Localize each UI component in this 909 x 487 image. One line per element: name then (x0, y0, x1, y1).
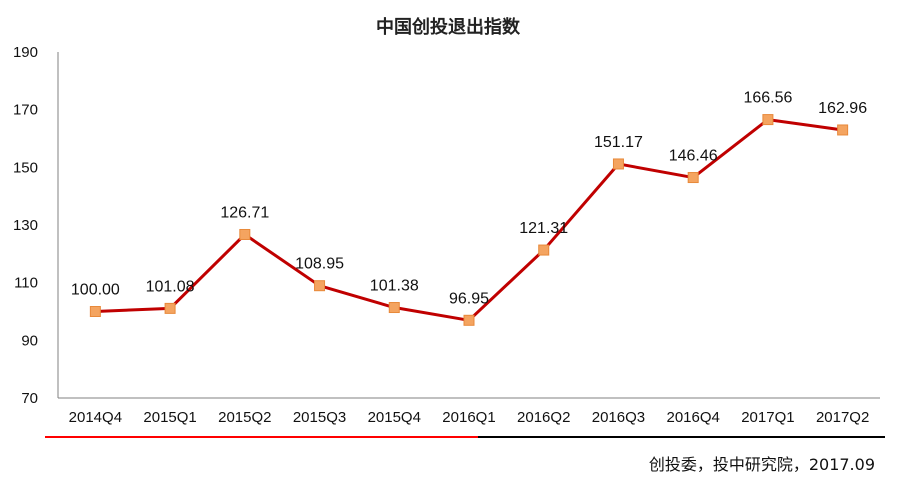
data-point-marker (762, 114, 774, 126)
data-point-marker (89, 306, 101, 317)
x-tick-label: 2017Q2 (816, 409, 869, 426)
data-point-marker (164, 302, 176, 314)
data-labels: 100.00 101.08 126.71 108.95 101.38 96.95 121.3… (71, 90, 867, 308)
data-label: 146.46 (669, 148, 718, 165)
x-tick-label: 2016Q2 (517, 409, 570, 426)
data-label: 101.08 (146, 278, 195, 295)
y-tick-label: 70 (21, 390, 38, 407)
x-tick-label: 2017Q1 (741, 409, 794, 426)
source-note: 创投委，投中研究院，2017.09 (648, 455, 875, 474)
data-label: 108.95 (295, 256, 344, 273)
x-tick-label: 2016Q3 (592, 409, 645, 426)
y-tick-labels: 190 170 150 130 110 90 70 (13, 44, 38, 407)
data-point-marker (612, 158, 624, 170)
x-tick-label: 2014Q4 (69, 409, 122, 426)
data-point-marker (837, 124, 849, 136)
x-tick-label: 2015Q4 (368, 409, 421, 426)
axes (57, 52, 880, 399)
data-point-marker (239, 228, 251, 240)
x-tick-label: 2016Q4 (666, 409, 719, 426)
data-point-marker (463, 314, 475, 326)
data-point-marker (314, 280, 326, 292)
x-tick-label: 2016Q1 (442, 409, 495, 426)
y-tick-label: 170 (13, 102, 38, 119)
y-tick-label: 190 (13, 44, 38, 61)
data-label: 151.17 (594, 134, 643, 151)
data-label: 126.71 (220, 204, 269, 221)
data-point-marker (687, 172, 699, 184)
data-label: 96.95 (449, 290, 489, 307)
y-tick-label: 130 (13, 217, 38, 234)
data-point-marker (388, 302, 400, 314)
series-markers (89, 114, 849, 326)
y-tick-label: 110 (14, 275, 38, 292)
data-label: 121.31 (519, 220, 568, 237)
data-label: 162.96 (818, 100, 867, 117)
x-tick-label: 2015Q1 (143, 409, 196, 426)
x-tick-labels: 2014Q4 2015Q1 2015Q2 2015Q3 2015Q4 2016Q1 2016… (69, 409, 870, 426)
x-tick-label: 2015Q2 (218, 409, 271, 426)
data-label: 100.00 (71, 282, 120, 299)
y-tick-label: 150 (13, 159, 38, 176)
data-point-marker (538, 244, 550, 256)
data-label: 101.38 (370, 278, 419, 295)
y-tick-label: 90 (21, 332, 38, 349)
data-label: 166.56 (743, 90, 792, 107)
chart-title: 中国创投退出指数 (376, 16, 521, 38)
x-tick-label: 2015Q3 (293, 409, 346, 426)
